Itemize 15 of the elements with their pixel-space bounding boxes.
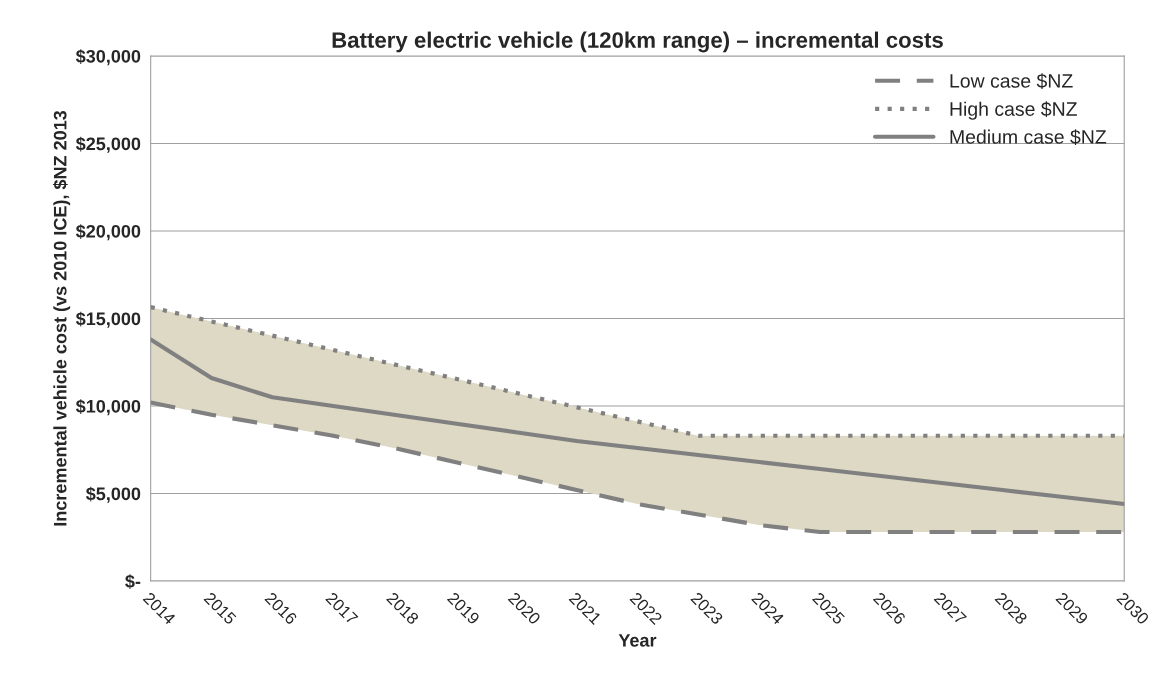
y-tick-label: $5,000: [85, 486, 141, 503]
y-tick-label: $20,000: [75, 224, 141, 241]
chart-title: Battery electric vehicle (120km range) – incremental costs: [332, 31, 943, 53]
y-tick-label: $10,000: [75, 399, 141, 416]
y-tick-label: $-: [125, 574, 141, 589]
line-series: [150, 305, 1125, 438]
y-axis-title: Incremental vehicle cost (vs 2010 ICE), $NZ 2013: [52, 110, 71, 526]
y-tick-label: $30,000: [75, 49, 141, 66]
x-axis-title: Year: [618, 634, 657, 647]
y-tick-label: $15,000: [75, 311, 141, 328]
line-series: [150, 337, 1125, 507]
legend-label: Medium case $NZ: [950, 129, 1107, 145]
y-tick-label: $25,000: [75, 136, 141, 153]
legend-label: High case $NZ: [950, 101, 1077, 120]
legend-label: Low case $NZ: [950, 73, 1073, 89]
